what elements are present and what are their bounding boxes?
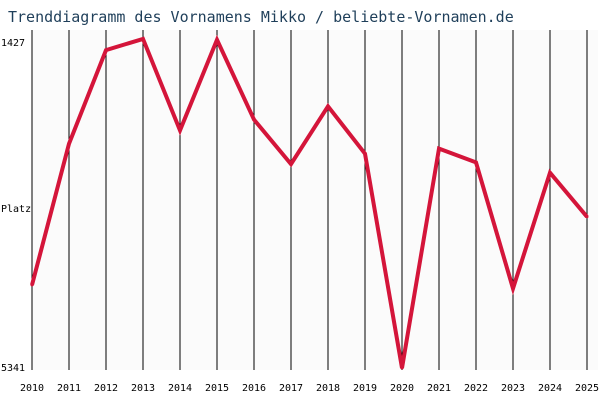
y-bottom-tick-label: 5341 bbox=[1, 363, 25, 374]
x-tick-label-2025: 2025 bbox=[575, 383, 599, 394]
data-point-2018 bbox=[326, 104, 330, 108]
x-tick-label-2010: 2010 bbox=[20, 383, 44, 394]
x-tick-label-2014: 2014 bbox=[168, 383, 192, 394]
x-tick-label-2024: 2024 bbox=[538, 383, 562, 394]
data-point-2010 bbox=[30, 283, 34, 287]
x-tick-labels: 2010 2011 2012 2013 2014 2015 2016 2017 2018 2019… bbox=[20, 383, 599, 394]
x-tick-label-2017: 2017 bbox=[279, 383, 303, 394]
data-point-2015 bbox=[215, 38, 219, 42]
x-tick-label-2021: 2021 bbox=[427, 383, 451, 394]
y-top-tick-label: 1427 bbox=[1, 38, 25, 49]
y-axis-label: Platz bbox=[1, 204, 31, 215]
data-point-2012 bbox=[104, 48, 108, 52]
data-point-2025 bbox=[585, 215, 589, 219]
data-point-2013 bbox=[141, 37, 145, 41]
series-line-0 bbox=[30, 34, 589, 369]
data-point-2019 bbox=[363, 152, 367, 156]
data-point-2020 bbox=[400, 366, 404, 370]
data-point-2022 bbox=[474, 160, 478, 164]
data-point-2024 bbox=[548, 171, 552, 175]
chart-title: Trenddiagramm des Vornamens Mikko / beli… bbox=[8, 8, 514, 26]
x-tick-label-2012: 2012 bbox=[94, 383, 118, 394]
x-tick-label-2020: 2020 bbox=[390, 383, 414, 394]
data-point-2017 bbox=[289, 162, 293, 166]
x-tick-label-2015: 2015 bbox=[205, 383, 229, 394]
grid-lines bbox=[31, 30, 588, 370]
data-point-2016 bbox=[252, 118, 256, 122]
data-point-2011 bbox=[67, 142, 71, 146]
x-tick-label-2013: 2013 bbox=[131, 383, 155, 394]
series-layer bbox=[30, 34, 589, 370]
x-tick-label-2019: 2019 bbox=[353, 383, 377, 394]
x-tick-label-2018: 2018 bbox=[316, 383, 340, 394]
data-point-2021 bbox=[437, 147, 441, 151]
data-point-2023 bbox=[511, 286, 515, 290]
x-tick-label-2022: 2022 bbox=[464, 383, 488, 394]
plot-area bbox=[32, 30, 598, 370]
data-point-2014 bbox=[178, 128, 182, 132]
x-tick-label-2023: 2023 bbox=[501, 383, 525, 394]
x-tick-label-2016: 2016 bbox=[242, 383, 266, 394]
x-tick-label-2011: 2011 bbox=[57, 383, 81, 394]
